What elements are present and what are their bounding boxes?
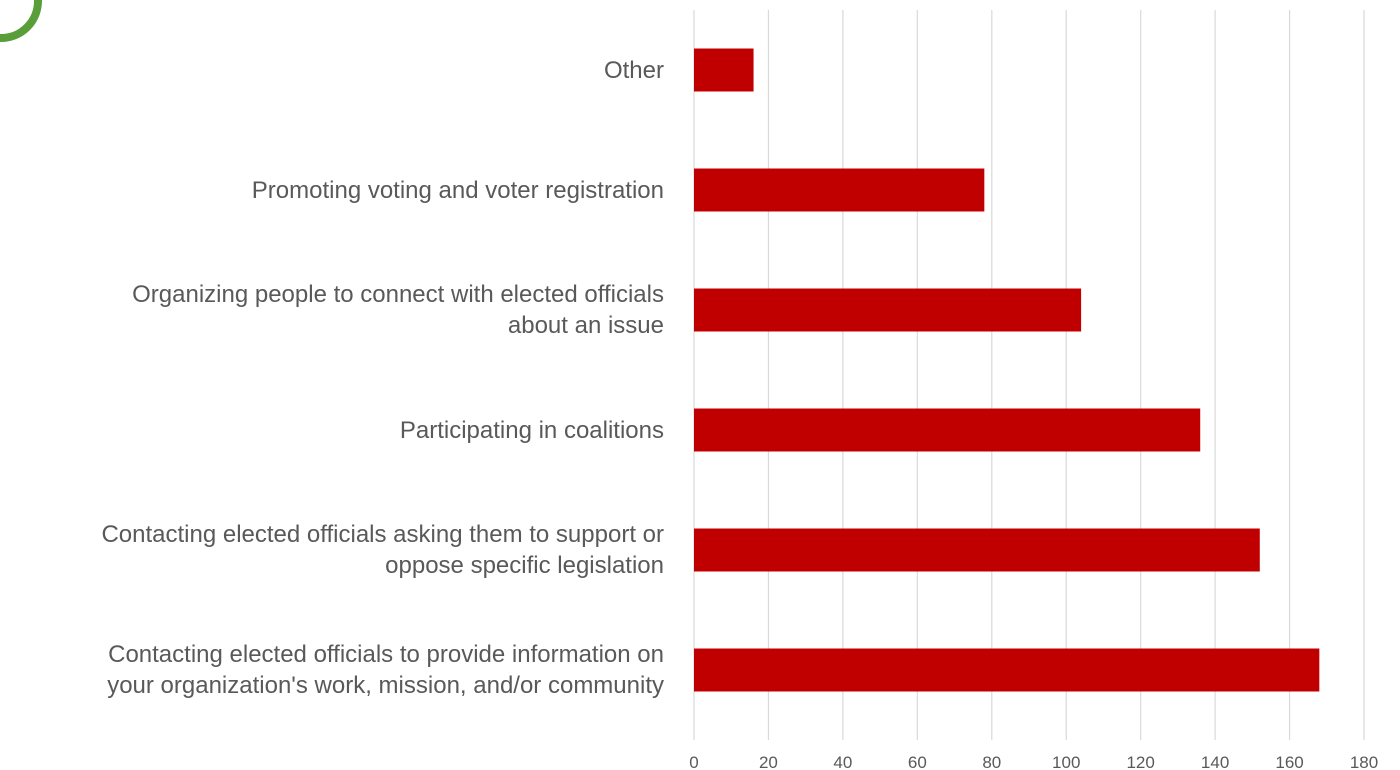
bar xyxy=(694,168,985,212)
category-label: Contacting elected officials asking them… xyxy=(0,519,664,581)
bar xyxy=(694,48,754,92)
bar xyxy=(694,528,1260,572)
x-tick-label: 60 xyxy=(908,753,927,770)
category-label-line: about an issue xyxy=(507,312,664,339)
category-label-line: Organizing people to connect with electe… xyxy=(132,281,664,308)
x-tick-label: 0 xyxy=(689,753,698,770)
category-label-line: Contacting elected officials to provide … xyxy=(108,641,664,668)
x-axis-ticks: 0 20 40 60 80 100 120 140 160 180 xyxy=(689,753,1378,770)
x-tick-label: 120 xyxy=(1126,753,1154,770)
x-tick-label: 20 xyxy=(759,753,778,770)
x-tick-label: 180 xyxy=(1350,753,1378,770)
gridlines xyxy=(693,10,1365,740)
category-label-line: Other xyxy=(603,56,664,84)
category-label: Other xyxy=(0,55,664,86)
category-label-line: oppose specific legislation xyxy=(385,552,664,579)
x-tick-label: 140 xyxy=(1201,753,1229,770)
x-tick-label: 100 xyxy=(1052,753,1080,770)
category-label-line: Participating in coalitions xyxy=(399,416,664,444)
x-tick-label: 80 xyxy=(982,753,1001,770)
category-label-line: Promoting voting and voter registration xyxy=(251,176,664,204)
category-label-line: Contacting elected officials asking them… xyxy=(101,521,664,548)
bars xyxy=(694,48,1320,692)
x-tick-label: 40 xyxy=(833,753,852,770)
category-label: Promoting voting and voter registration xyxy=(0,175,664,206)
category-label-line: your organization's work, mission, and/o… xyxy=(107,672,664,699)
x-tick-label: 160 xyxy=(1275,753,1303,770)
category-label: Contacting elected officials to provide … xyxy=(0,639,664,701)
bar xyxy=(694,648,1320,692)
bar xyxy=(694,288,1082,332)
category-label: Participating in coalitions xyxy=(0,415,664,446)
category-label: Organizing people to connect with electe… xyxy=(0,279,664,341)
bar xyxy=(694,408,1201,452)
